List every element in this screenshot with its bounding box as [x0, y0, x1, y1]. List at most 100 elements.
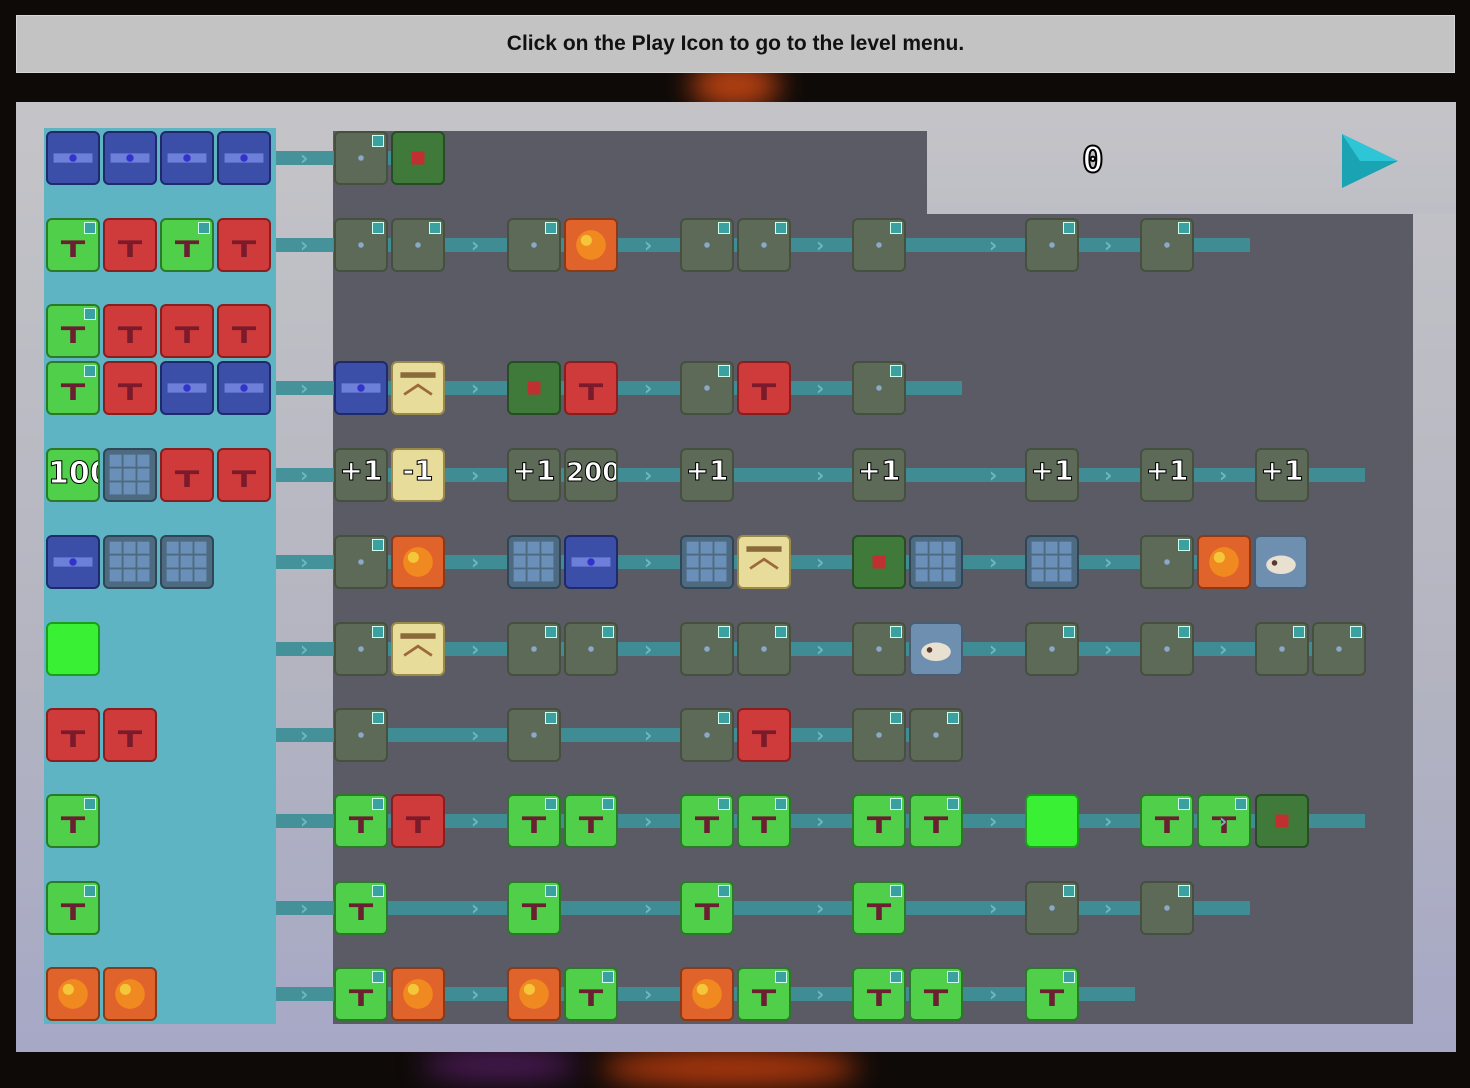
rule-tile-bright[interactable]: [46, 622, 100, 676]
rule-tile-dim[interactable]: [507, 622, 561, 676]
rule-tile-counter[interactable]: 100: [46, 448, 100, 502]
rule-tile-dim[interactable]: [1025, 622, 1079, 676]
rule-tile-minus[interactable]: -1: [391, 448, 445, 502]
rule-tile-twohundred[interactable]: 200: [564, 448, 618, 502]
rule-tile-blue[interactable]: [217, 361, 271, 415]
rule-tile-dim[interactable]: [1140, 535, 1194, 589]
rule-tile-blue[interactable]: [564, 535, 618, 589]
rule-tile-red[interactable]: [217, 218, 271, 272]
rule-tile-dim[interactable]: [680, 361, 734, 415]
rule-tile-green[interactable]: [680, 881, 734, 935]
rule-tile-red[interactable]: [103, 218, 157, 272]
rule-tile-dgreen[interactable]: [1255, 794, 1309, 848]
rule-tile-red[interactable]: [103, 708, 157, 762]
rule-tile-yellow[interactable]: [391, 361, 445, 415]
rule-tile-dim[interactable]: [680, 708, 734, 762]
rule-tile-red[interactable]: [217, 448, 271, 502]
rule-tile-green[interactable]: [46, 304, 100, 358]
rule-tile-dgreen[interactable]: [852, 535, 906, 589]
rule-tile-red[interactable]: [737, 708, 791, 762]
rule-tile-grid[interactable]: [909, 535, 963, 589]
rule-tile-orange[interactable]: [46, 967, 100, 1021]
rule-tile-yellow[interactable]: [391, 622, 445, 676]
rule-tile-plus[interactable]: +1: [334, 448, 388, 502]
rule-tile-green[interactable]: [1140, 794, 1194, 848]
rule-tile-dim[interactable]: [334, 218, 388, 272]
rule-tile-dim[interactable]: [680, 218, 734, 272]
rule-tile-dim[interactable]: [1255, 622, 1309, 676]
rule-tile-plus[interactable]: +1: [1140, 448, 1194, 502]
rule-tile-orange[interactable]: [564, 218, 618, 272]
rule-tile-dim[interactable]: [334, 535, 388, 589]
rule-tile-green[interactable]: [909, 967, 963, 1021]
rule-tile-grid[interactable]: [507, 535, 561, 589]
rule-tile-green[interactable]: [160, 218, 214, 272]
rule-tile-green[interactable]: [852, 967, 906, 1021]
rule-tile-dim[interactable]: [334, 131, 388, 185]
rule-tile-green[interactable]: [46, 218, 100, 272]
rule-tile-dim[interactable]: [1140, 218, 1194, 272]
rule-tile-green[interactable]: [334, 881, 388, 935]
rule-tile-green[interactable]: [507, 794, 561, 848]
rule-tile-grid[interactable]: [160, 535, 214, 589]
rule-tile-yellow[interactable]: [737, 535, 791, 589]
rule-tile-cow[interactable]: [909, 622, 963, 676]
rule-tile-green[interactable]: [564, 794, 618, 848]
rule-tile-dim[interactable]: [680, 622, 734, 676]
rule-tile-blue[interactable]: [217, 131, 271, 185]
rule-tile-orange[interactable]: [1197, 535, 1251, 589]
rule-tile-red[interactable]: [103, 304, 157, 358]
rule-tile-dim[interactable]: [1140, 622, 1194, 676]
rule-tile-green[interactable]: [737, 967, 791, 1021]
rule-tile-green[interactable]: [680, 794, 734, 848]
rule-tile-green[interactable]: [852, 881, 906, 935]
rule-tile-red[interactable]: [160, 304, 214, 358]
rule-tile-green[interactable]: [507, 881, 561, 935]
rule-tile-orange[interactable]: [507, 967, 561, 1021]
rule-tile-orange[interactable]: [391, 535, 445, 589]
rule-tile-dim[interactable]: [852, 218, 906, 272]
rule-tile-bright[interactable]: [1025, 794, 1079, 848]
rule-tile-dim[interactable]: [1140, 881, 1194, 935]
rule-tile-dim[interactable]: [507, 218, 561, 272]
play-icon[interactable]: [1340, 132, 1400, 190]
rule-tile-green[interactable]: [46, 881, 100, 935]
rule-tile-red[interactable]: [160, 448, 214, 502]
rule-tile-cow[interactable]: [1254, 535, 1308, 589]
rule-tile-blue[interactable]: [46, 131, 100, 185]
rule-tile-dim[interactable]: [507, 708, 561, 762]
rule-tile-green[interactable]: [1197, 794, 1251, 848]
rule-tile-plus[interactable]: +1: [1025, 448, 1079, 502]
rule-tile-green[interactable]: [46, 794, 100, 848]
rule-tile-plus[interactable]: +1: [507, 448, 561, 502]
rule-tile-blue[interactable]: [103, 131, 157, 185]
rule-tile-dim[interactable]: [852, 622, 906, 676]
rule-tile-dim[interactable]: [852, 361, 906, 415]
rule-tile-orange[interactable]: [680, 967, 734, 1021]
rule-tile-dim[interactable]: [391, 218, 445, 272]
rule-tile-green[interactable]: [334, 967, 388, 1021]
rule-tile-green[interactable]: [1025, 967, 1079, 1021]
rule-tile-dim[interactable]: [1025, 881, 1079, 935]
rule-tile-green[interactable]: [564, 967, 618, 1021]
rule-tile-dim[interactable]: [737, 622, 791, 676]
rule-tile-dim[interactable]: [1312, 622, 1366, 676]
rule-tile-grid[interactable]: [1025, 535, 1079, 589]
rule-tile-red[interactable]: [391, 794, 445, 848]
rule-tile-plus[interactable]: +1: [680, 448, 734, 502]
rule-tile-dgreen[interactable]: [391, 131, 445, 185]
rule-tile-red[interactable]: [564, 361, 618, 415]
rule-tile-blue[interactable]: [46, 535, 100, 589]
rule-tile-dim[interactable]: [852, 708, 906, 762]
rule-tile-plus[interactable]: +1: [1255, 448, 1309, 502]
rule-tile-green[interactable]: [46, 361, 100, 415]
rule-tile-red[interactable]: [103, 361, 157, 415]
rule-tile-grid[interactable]: [680, 535, 734, 589]
rule-tile-green[interactable]: [909, 794, 963, 848]
rule-tile-orange[interactable]: [391, 967, 445, 1021]
rule-tile-plus[interactable]: +1: [852, 448, 906, 502]
rule-tile-grid[interactable]: [103, 535, 157, 589]
rule-tile-red[interactable]: [46, 708, 100, 762]
rule-tile-dim[interactable]: [737, 218, 791, 272]
rule-tile-red[interactable]: [737, 361, 791, 415]
